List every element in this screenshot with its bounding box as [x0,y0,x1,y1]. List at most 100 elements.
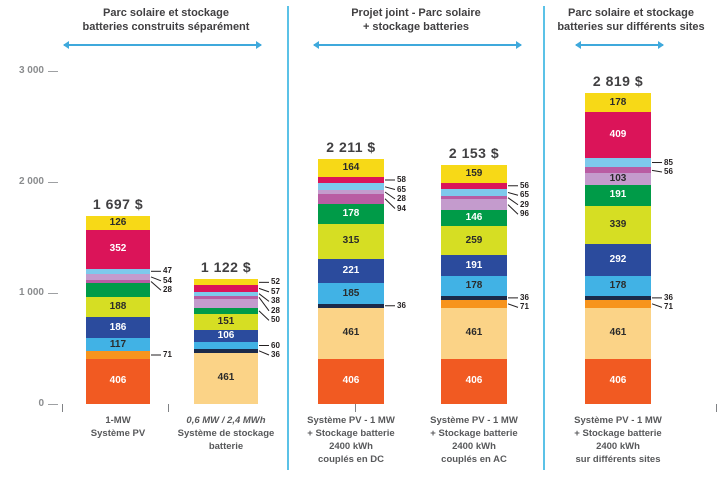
bar-column: 406 461 185 221 315 178 164 [318,158,384,404]
arrow-left-icon [313,41,319,49]
bar-segment: 146 [441,209,507,227]
callout-value-label: 60 [271,340,280,350]
callout-line [258,310,270,321]
callout-value-label: 57 [271,286,280,296]
segment-value-label: 178 [342,207,360,219]
callout-value-label: 36 [397,300,406,310]
bar-x-label: Système PV - 1 MW + Stockage batterie 24… [574,415,662,465]
bar-segment [194,285,258,292]
bar-x-label: Système PV - 1 MW + Stockage batterie 24… [430,415,518,465]
bar-segment [441,182,507,189]
callout-line [150,276,162,282]
segment-value-label: 117 [109,338,127,350]
bar-segment [194,279,258,286]
bar-segment: 103 [585,173,651,185]
bar-segment: 292 [585,243,651,277]
callout-value-label: 28 [163,285,172,295]
segment-value-label: 461 [465,327,483,339]
y-tick-label: 1 000 [18,287,44,298]
bar-column: 406 461 178 191 259 146 159 [441,165,507,404]
bar-column: 406 117 186 188 352 126 [86,215,150,404]
callout-line [507,197,519,206]
bar-segment: 159 [441,165,507,183]
bar-segment [86,351,150,359]
bar-segment [318,193,384,204]
callout-line [384,198,396,209]
x-tick-mark [716,404,717,412]
bar-segment: 221 [318,258,384,284]
bar-segment [86,273,150,280]
bar-segment: 178 [585,276,651,296]
bar-segment [585,157,651,168]
callout-value-label: 71 [520,302,529,312]
bar-x-label: Système PV - 1 MW + Stockage batterie 24… [307,415,395,465]
bar-segment: 117 [86,338,150,352]
segment-value-label: 188 [109,300,127,312]
callout-value-label: 36 [520,292,529,302]
arrow-left-icon [63,41,69,49]
bar-segment: 409 [585,112,651,158]
segment-value-label: 185 [342,287,360,299]
y-tick-label: 2 000 [18,176,44,187]
bar-segment: 106 [194,330,258,343]
bar-segment [585,299,651,308]
bar-segment [86,279,150,283]
segment-value-label: 159 [465,167,483,179]
group-header: Parc solaire et stockage batteries sur d… [557,7,705,33]
callout-line [150,281,162,291]
bar-segment: 315 [318,223,384,259]
y-tick-mark [48,182,58,183]
callout-value-label: 36 [664,292,673,302]
bar-segment [194,295,258,299]
callout-line [258,287,270,293]
segment-value-label: 339 [609,218,627,230]
bar-segment: 406 [318,358,384,404]
bar-segment: 191 [585,184,651,207]
bar-x-label: 1-MW Système PV [90,415,146,439]
bar-segment [318,176,384,184]
callout-line [258,297,270,312]
separator-line [287,6,289,470]
bar-segment: 191 [441,254,507,277]
bar-segment [441,188,507,197]
bar-segment [585,167,651,174]
bar-segment [194,348,258,353]
bar-segment: 186 [86,317,150,339]
segment-value-label: 178 [609,280,627,291]
callout-line [507,192,519,196]
segment-value-label: 409 [609,129,627,141]
segment-value-label: 352 [109,243,127,255]
segment-value-label: 406 [465,375,483,387]
callout-value-label: 28 [397,194,406,203]
callout-line [258,350,270,356]
bar-segment [441,196,507,200]
segment-value-label: 126 [109,216,127,228]
segment-value-label: 406 [109,375,127,387]
callout-line [507,303,519,308]
bar-segment: 178 [318,203,384,224]
callout-value-label: 52 [271,277,280,287]
bar-column: 461 106 151 [194,279,258,404]
bar-segment: 352 [86,229,150,269]
segment-value-label: 259 [465,234,483,246]
arrow-right-icon [256,41,262,49]
bar-segment: 339 [585,206,651,244]
x-tick-mark [355,404,356,412]
segment-value-label: 106 [217,330,235,342]
callout-line [507,204,519,215]
segment-value-label: 292 [609,253,627,265]
segment-value-label: 191 [465,259,483,271]
callout-value-label: 96 [520,209,529,219]
segment-value-label: 406 [609,375,627,387]
bar-segment: 461 [585,307,651,359]
callout-line [258,293,270,302]
callout-value-label: 54 [163,275,172,285]
bar-segment: 188 [86,296,150,318]
range-arrow [313,41,522,49]
arrow-left-icon [575,41,581,49]
callout-value-label: 58 [397,175,406,184]
callout-value-label: 28 [271,305,280,315]
y-tick-mark [48,404,58,405]
bar-segment: 178 [441,276,507,296]
